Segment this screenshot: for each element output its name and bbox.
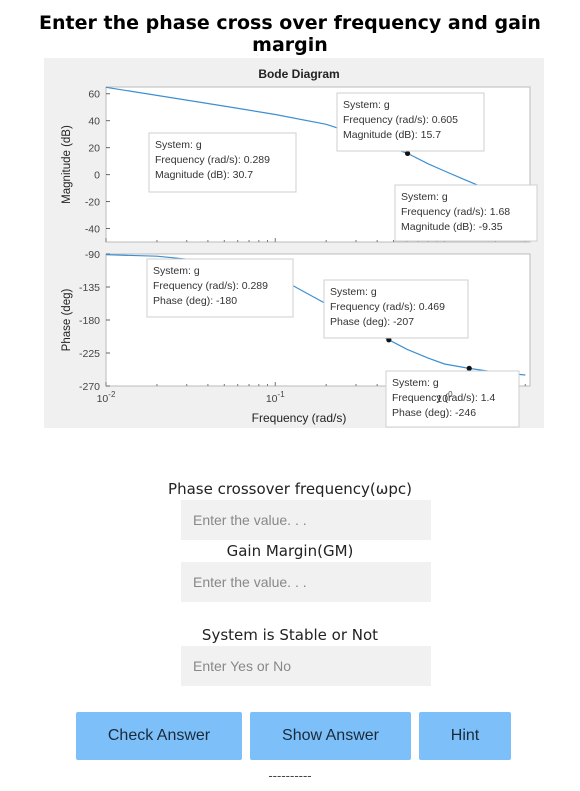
magnitude-datatip-box	[336, 92, 485, 152]
bode-diagram-figure: Bode Diagram 60 40 20 0 -20 -40 Magnitude (dB) -…	[44, 58, 544, 428]
magnitude-ytick-label: 0	[94, 170, 100, 182]
phase-datatip: System: g Frequency (rad/s): 0.289 Phase (…	[146, 258, 294, 318]
magnitude-datatip-text: Magnitude (dB): 30.7	[155, 169, 253, 181]
magnitude-datatip-text: Frequency (rad/s): 0.289	[155, 154, 270, 166]
gm-label: Gain Margin(GM)	[226, 542, 354, 560]
x-axis-label: Frequency (rad/s)	[252, 411, 347, 425]
phase-datatip-box	[385, 370, 520, 428]
phase-ytick-label: -270	[79, 381, 100, 393]
footer-separator: ----------	[268, 768, 312, 783]
gm-input[interactable]	[181, 562, 431, 602]
chart-title: Bode Diagram	[258, 67, 339, 81]
stability-label: System is Stable or Not	[201, 626, 379, 644]
phase-datatip-text: System: g	[330, 286, 377, 298]
phase-datatip-text: Phase (deg): -180	[153, 295, 237, 307]
phase-datatip-text: Frequency (rad/s): 0.469	[330, 301, 445, 313]
page-title: Enter the phase cross over frequency and…	[39, 12, 541, 56]
phase-datatip-text: Frequency (rad/s): 0.289	[153, 280, 268, 292]
phase-ytick-label: -135	[79, 282, 100, 294]
magnitude-datatip-text: System: g	[343, 99, 390, 111]
check-answer-button[interactable]: Check Answer	[76, 712, 242, 760]
phase-datatip: System: g Frequency (rad/s): 1.4 Phase (de…	[385, 370, 520, 428]
phase-ytick-label: -90	[85, 249, 100, 261]
magnitude-ytick-label: 20	[88, 143, 100, 155]
magnitude-datatip: System: g Frequency (rad/s): 0.605 Magnitu…	[336, 92, 485, 152]
magnitude-datatip-box	[394, 184, 538, 242]
magnitude-ytick-label: -20	[85, 197, 100, 209]
magnitude-ytick-label: 40	[88, 116, 100, 128]
magnitude-datatip: System: g Frequency (rad/s): 1.68 Magnitud…	[394, 184, 538, 242]
phase-datatip-box	[323, 279, 469, 339]
x-tick-label: 10-1	[266, 390, 285, 405]
magnitude-datatip-text: Magnitude (dB): 15.7	[343, 129, 441, 141]
magnitude-datatip-marker	[404, 150, 411, 157]
pcf-label: Phase crossover frequency(ωpc)	[168, 480, 412, 498]
phase-datatip-text: Phase (deg): -246	[392, 407, 476, 419]
phase-datatip-text: System: g	[153, 265, 200, 277]
magnitude-ytick-label: -40	[85, 224, 100, 236]
magnitude-datatip-text: Frequency (rad/s): 1.68	[401, 206, 510, 218]
stability-input[interactable]	[181, 646, 431, 686]
phase-datatip: System: g Frequency (rad/s): 0.469 Phase (…	[323, 279, 469, 339]
magnitude-datatip-text: Magnitude (dB): -9.35	[401, 221, 503, 233]
phase-datatip-box	[146, 258, 294, 318]
phase-ylabel: Phase (deg)	[61, 289, 73, 352]
show-answer-button[interactable]: Show Answer	[250, 712, 411, 760]
pcf-input[interactable]	[181, 500, 431, 540]
x-tick-exponent: -2	[108, 390, 116, 399]
magnitude-ylabel: Magnitude (dB)	[61, 125, 73, 204]
phase-ytick-label: -225	[79, 348, 100, 360]
x-tick-exponent: -1	[278, 390, 286, 399]
phase-ytick-label: -180	[79, 315, 100, 327]
magnitude-datatip-text: System: g	[401, 191, 448, 203]
x-tick-label: 10-2	[97, 390, 116, 405]
magnitude-datatip-text: Frequency (rad/s): 0.605	[343, 114, 458, 126]
magnitude-datatip-text: System: g	[155, 139, 202, 151]
phase-datatip-text: Frequency (rad/s): 1.4	[392, 392, 495, 404]
x-tick-exponent: 0	[448, 390, 453, 399]
phase-datatip-text: Phase (deg): -207	[330, 316, 414, 328]
magnitude-datatip: System: g Frequency (rad/s): 0.289 Magnitu…	[148, 132, 297, 193]
magnitude-datatip-box	[148, 132, 297, 193]
phase-datatip-text: System: g	[392, 377, 439, 389]
phase-datatip-marker	[466, 365, 472, 371]
magnitude-ytick-label: 60	[88, 89, 100, 101]
hint-button[interactable]: Hint	[419, 712, 511, 760]
